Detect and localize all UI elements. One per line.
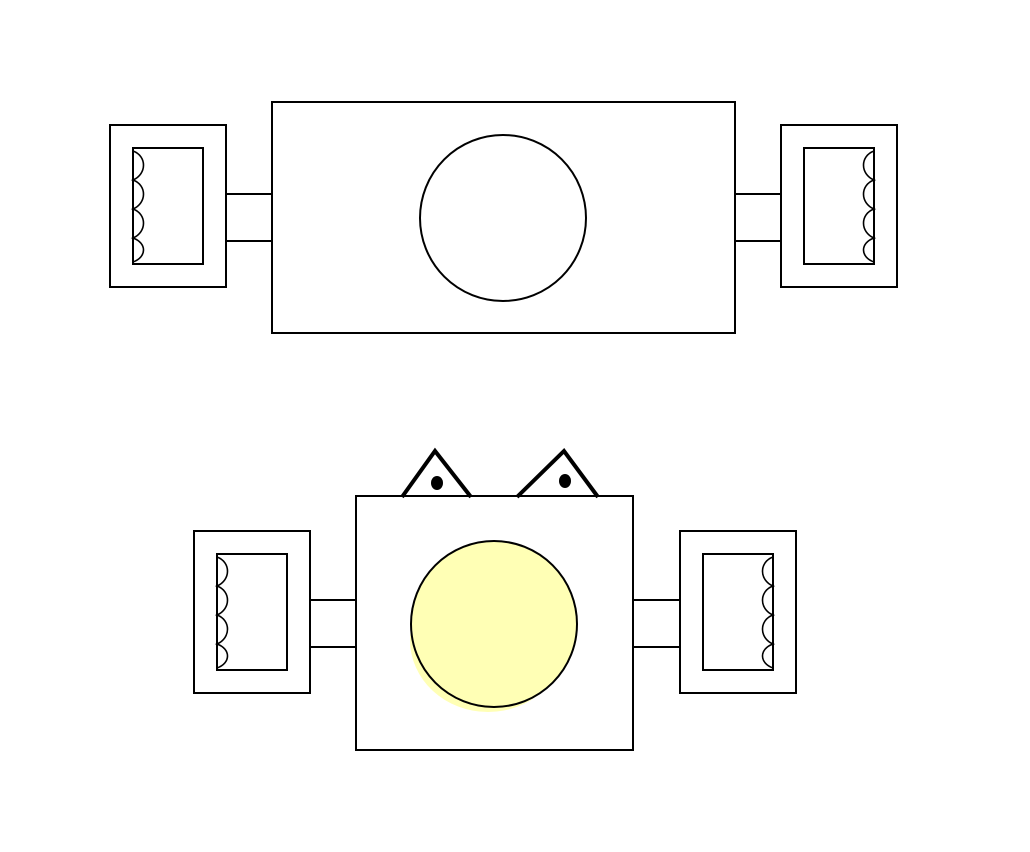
- bottom-right-connector: [633, 599, 680, 648]
- bottom-left-connector: [310, 599, 356, 648]
- top-left-terminal: [109, 124, 227, 288]
- coil-icon: [130, 150, 145, 263]
- eye-icon: [559, 474, 571, 488]
- bottom-left-terminal: [193, 530, 311, 694]
- top-right-terminal-inner: [803, 147, 875, 265]
- top-right-connector: [735, 193, 781, 242]
- top-device: [109, 101, 898, 334]
- top-right-terminal: [780, 124, 898, 288]
- bottom-indicator-right: [515, 447, 600, 499]
- top-left-connector: [226, 193, 272, 242]
- bottom-device: [193, 447, 797, 751]
- top-right-terminal-outer: [780, 124, 898, 288]
- top-left-terminal-outer: [109, 124, 227, 288]
- bottom-indicator-left: [400, 447, 473, 499]
- bottom-right-terminal-inner: [702, 553, 774, 671]
- top-device-body: [271, 101, 736, 334]
- lamp-icon: [419, 134, 587, 302]
- bottom-device-body: [355, 495, 634, 751]
- bottom-left-terminal-outer: [193, 530, 311, 694]
- coil-icon: [214, 556, 229, 669]
- lamp-icon: [410, 540, 578, 708]
- eye-icon: [431, 476, 443, 490]
- coil-icon: [862, 150, 877, 263]
- bottom-right-terminal-outer: [679, 530, 797, 694]
- bottom-right-terminal: [679, 530, 797, 694]
- top-left-terminal-inner: [132, 147, 204, 265]
- coil-icon: [761, 556, 776, 669]
- bottom-left-terminal-inner: [216, 553, 288, 671]
